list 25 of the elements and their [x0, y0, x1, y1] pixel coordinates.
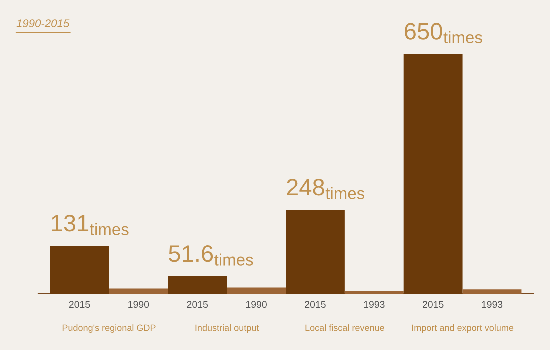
- x-tick-label: 2015: [69, 301, 90, 308]
- bar: [344, 291, 404, 294]
- x-tick-label: 1990: [246, 301, 267, 308]
- x-tick-label: 1993: [364, 301, 385, 308]
- bar: [404, 54, 463, 294]
- bar: [109, 288, 168, 294]
- x-tick-label: 2015: [187, 301, 208, 308]
- bar: [168, 276, 228, 294]
- x-tick-label: 1993: [482, 301, 503, 308]
- bar: [462, 290, 522, 294]
- text: 650$_{times}$: [405, 23, 482, 44]
- annotation: 131$_{times}$: [52, 215, 129, 236]
- bar: [286, 210, 345, 294]
- bar: [227, 288, 286, 294]
- text: Local fiscal revenue: [306, 324, 384, 332]
- text: Industrial output: [196, 324, 260, 333]
- bar: [50, 246, 110, 294]
- text: Pudong's regional GDP: [62, 324, 156, 333]
- chart-title: 1990-2015: [16, 20, 70, 28]
- x-tick-label: 2015: [423, 301, 444, 308]
- annotation: 51.6$_{times}$: [169, 245, 254, 266]
- text: Import and export volume: [412, 324, 514, 333]
- x-tick-label: 2015: [305, 301, 326, 308]
- annotation: 248$_{times}$: [287, 179, 365, 200]
- x-tick-label: 1990: [128, 301, 150, 308]
